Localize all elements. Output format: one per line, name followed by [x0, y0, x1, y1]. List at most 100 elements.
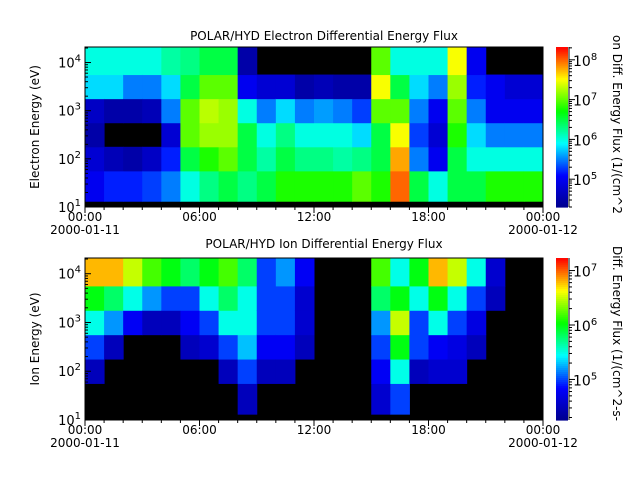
- heatmap-cell: [237, 122, 258, 148]
- colorbar-segment: [556, 280, 568, 283]
- heatmap-cell: [504, 98, 525, 124]
- heatmap-cell: [180, 146, 200, 172]
- colorbar-segment: [556, 143, 568, 146]
- colorbar: 105 106 107 Diff. Energy Flux (1/(cm^2-s-: [556, 246, 624, 421]
- heatmap-cell: [409, 170, 429, 202]
- heatmap-cell: [275, 359, 296, 384]
- colorbar-segment: [556, 181, 568, 184]
- heatmap-cell: [371, 285, 391, 311]
- colorbar-segment: [556, 111, 568, 114]
- heatmap-cell: [523, 122, 544, 148]
- heatmap-cell: [466, 98, 487, 124]
- heatmap-cell: [409, 122, 429, 148]
- heatmap-cell: [390, 122, 410, 148]
- heatmap-cell: [371, 383, 391, 415]
- heatmap-cell: [352, 74, 372, 100]
- colorbar-segment: [556, 157, 568, 160]
- x-tick-label: 00:00: [68, 210, 103, 224]
- colorbar-segment: [556, 266, 568, 269]
- heatmap-cell: [447, 122, 468, 148]
- colorbar-segment: [556, 81, 568, 84]
- colorbar-segment: [556, 171, 568, 174]
- heatmap-cell: [237, 47, 258, 76]
- colorbar-segment: [556, 355, 568, 358]
- colorbar-segment: [556, 391, 568, 395]
- heatmap-cell: [314, 74, 334, 100]
- colorbar-segment: [556, 294, 568, 298]
- x-tick-date: 2000-01-12: [508, 436, 578, 450]
- colorbar-segment: [556, 379, 568, 383]
- colorbar-segment: [556, 403, 568, 407]
- heatmap-cell: [466, 74, 487, 100]
- heatmap-cells: [85, 47, 544, 202]
- heatmap-cell: [85, 47, 105, 76]
- colorbar-segment: [556, 165, 568, 168]
- x-tick-label: 12:00: [297, 210, 332, 224]
- colorbar-segment: [556, 47, 568, 50]
- heatmap-cell: [314, 170, 334, 202]
- colorbar-segment: [556, 330, 568, 334]
- heatmap-cell: [371, 47, 391, 76]
- colorbar-segment: [556, 387, 568, 391]
- heatmap-cell: [485, 98, 506, 124]
- heatmap-cell: [390, 47, 410, 76]
- heatmap-cell: [142, 310, 162, 336]
- colorbar-segment: [556, 278, 568, 281]
- colorbar-segment: [556, 63, 568, 66]
- colorbar-segment: [556, 177, 568, 180]
- colorbar-segment: [556, 195, 568, 198]
- colorbar-segment: [556, 326, 568, 330]
- heatmap-cell: [142, 258, 162, 287]
- colorbar-segment: [556, 139, 568, 142]
- colorbar-segment: [556, 99, 568, 102]
- colorbar-segment: [556, 308, 568, 312]
- heatmap-cell: [314, 146, 334, 172]
- heatmap-cell: [428, 170, 449, 202]
- heatmap-cell: [428, 310, 449, 336]
- colorbar-segment: [556, 191, 568, 194]
- colorbar-segment: [556, 336, 568, 340]
- heatmap-cell: [199, 310, 220, 336]
- colorbar-segment: [556, 270, 568, 273]
- heatmap-cell: [180, 334, 200, 360]
- panel-electron: POLAR/HYD Electron Differential Energy F…: [28, 29, 624, 237]
- heatmap-cell: [390, 334, 410, 360]
- heatmap-cell: [390, 285, 410, 311]
- heatmap-cell: [275, 170, 296, 202]
- heatmap-cell: [161, 310, 181, 336]
- colorbar-segment: [556, 343, 568, 346]
- heatmap-cell: [218, 122, 239, 148]
- colorbar-tick-label: 105: [573, 171, 597, 189]
- heatmap-cell: [409, 98, 429, 124]
- heatmap-cell: [294, 122, 315, 148]
- panel-ion: POLAR/HYD Ion Differential Energy Flux 10…: [28, 237, 624, 450]
- colorbar-segment: [556, 205, 568, 208]
- colorbar-segment: [556, 296, 568, 300]
- colorbar-segment: [556, 276, 568, 279]
- colorbar-segment: [556, 369, 568, 372]
- colorbar-segment: [556, 304, 568, 308]
- colorbar-segment: [556, 373, 568, 377]
- heatmap-cell: [142, 146, 162, 172]
- x-tick-label: 00:00: [68, 423, 103, 437]
- colorbar-segment: [556, 199, 568, 202]
- heatmap-cell: [85, 74, 105, 100]
- heatmap-cell: [523, 146, 544, 172]
- heatmap-cell: [485, 74, 506, 100]
- colorbar-segment: [556, 399, 568, 403]
- colorbar-segment: [556, 71, 568, 74]
- colorbar-segment: [556, 377, 568, 381]
- colorbar-segment: [556, 135, 568, 138]
- colorbar-segment: [556, 125, 568, 128]
- heatmap-cell: [390, 359, 410, 384]
- colorbar-segment: [556, 161, 568, 164]
- colorbar-segment: [556, 359, 568, 362]
- heatmap-cell: [123, 74, 143, 100]
- heatmap-cell: [142, 170, 162, 202]
- colorbar-segment: [556, 385, 568, 389]
- heatmap-cell: [428, 258, 449, 287]
- heatmap-cell: [504, 74, 525, 100]
- colorbar-segment: [556, 383, 568, 387]
- heatmap-cell: [104, 170, 124, 202]
- heatmap-cell: [428, 359, 449, 384]
